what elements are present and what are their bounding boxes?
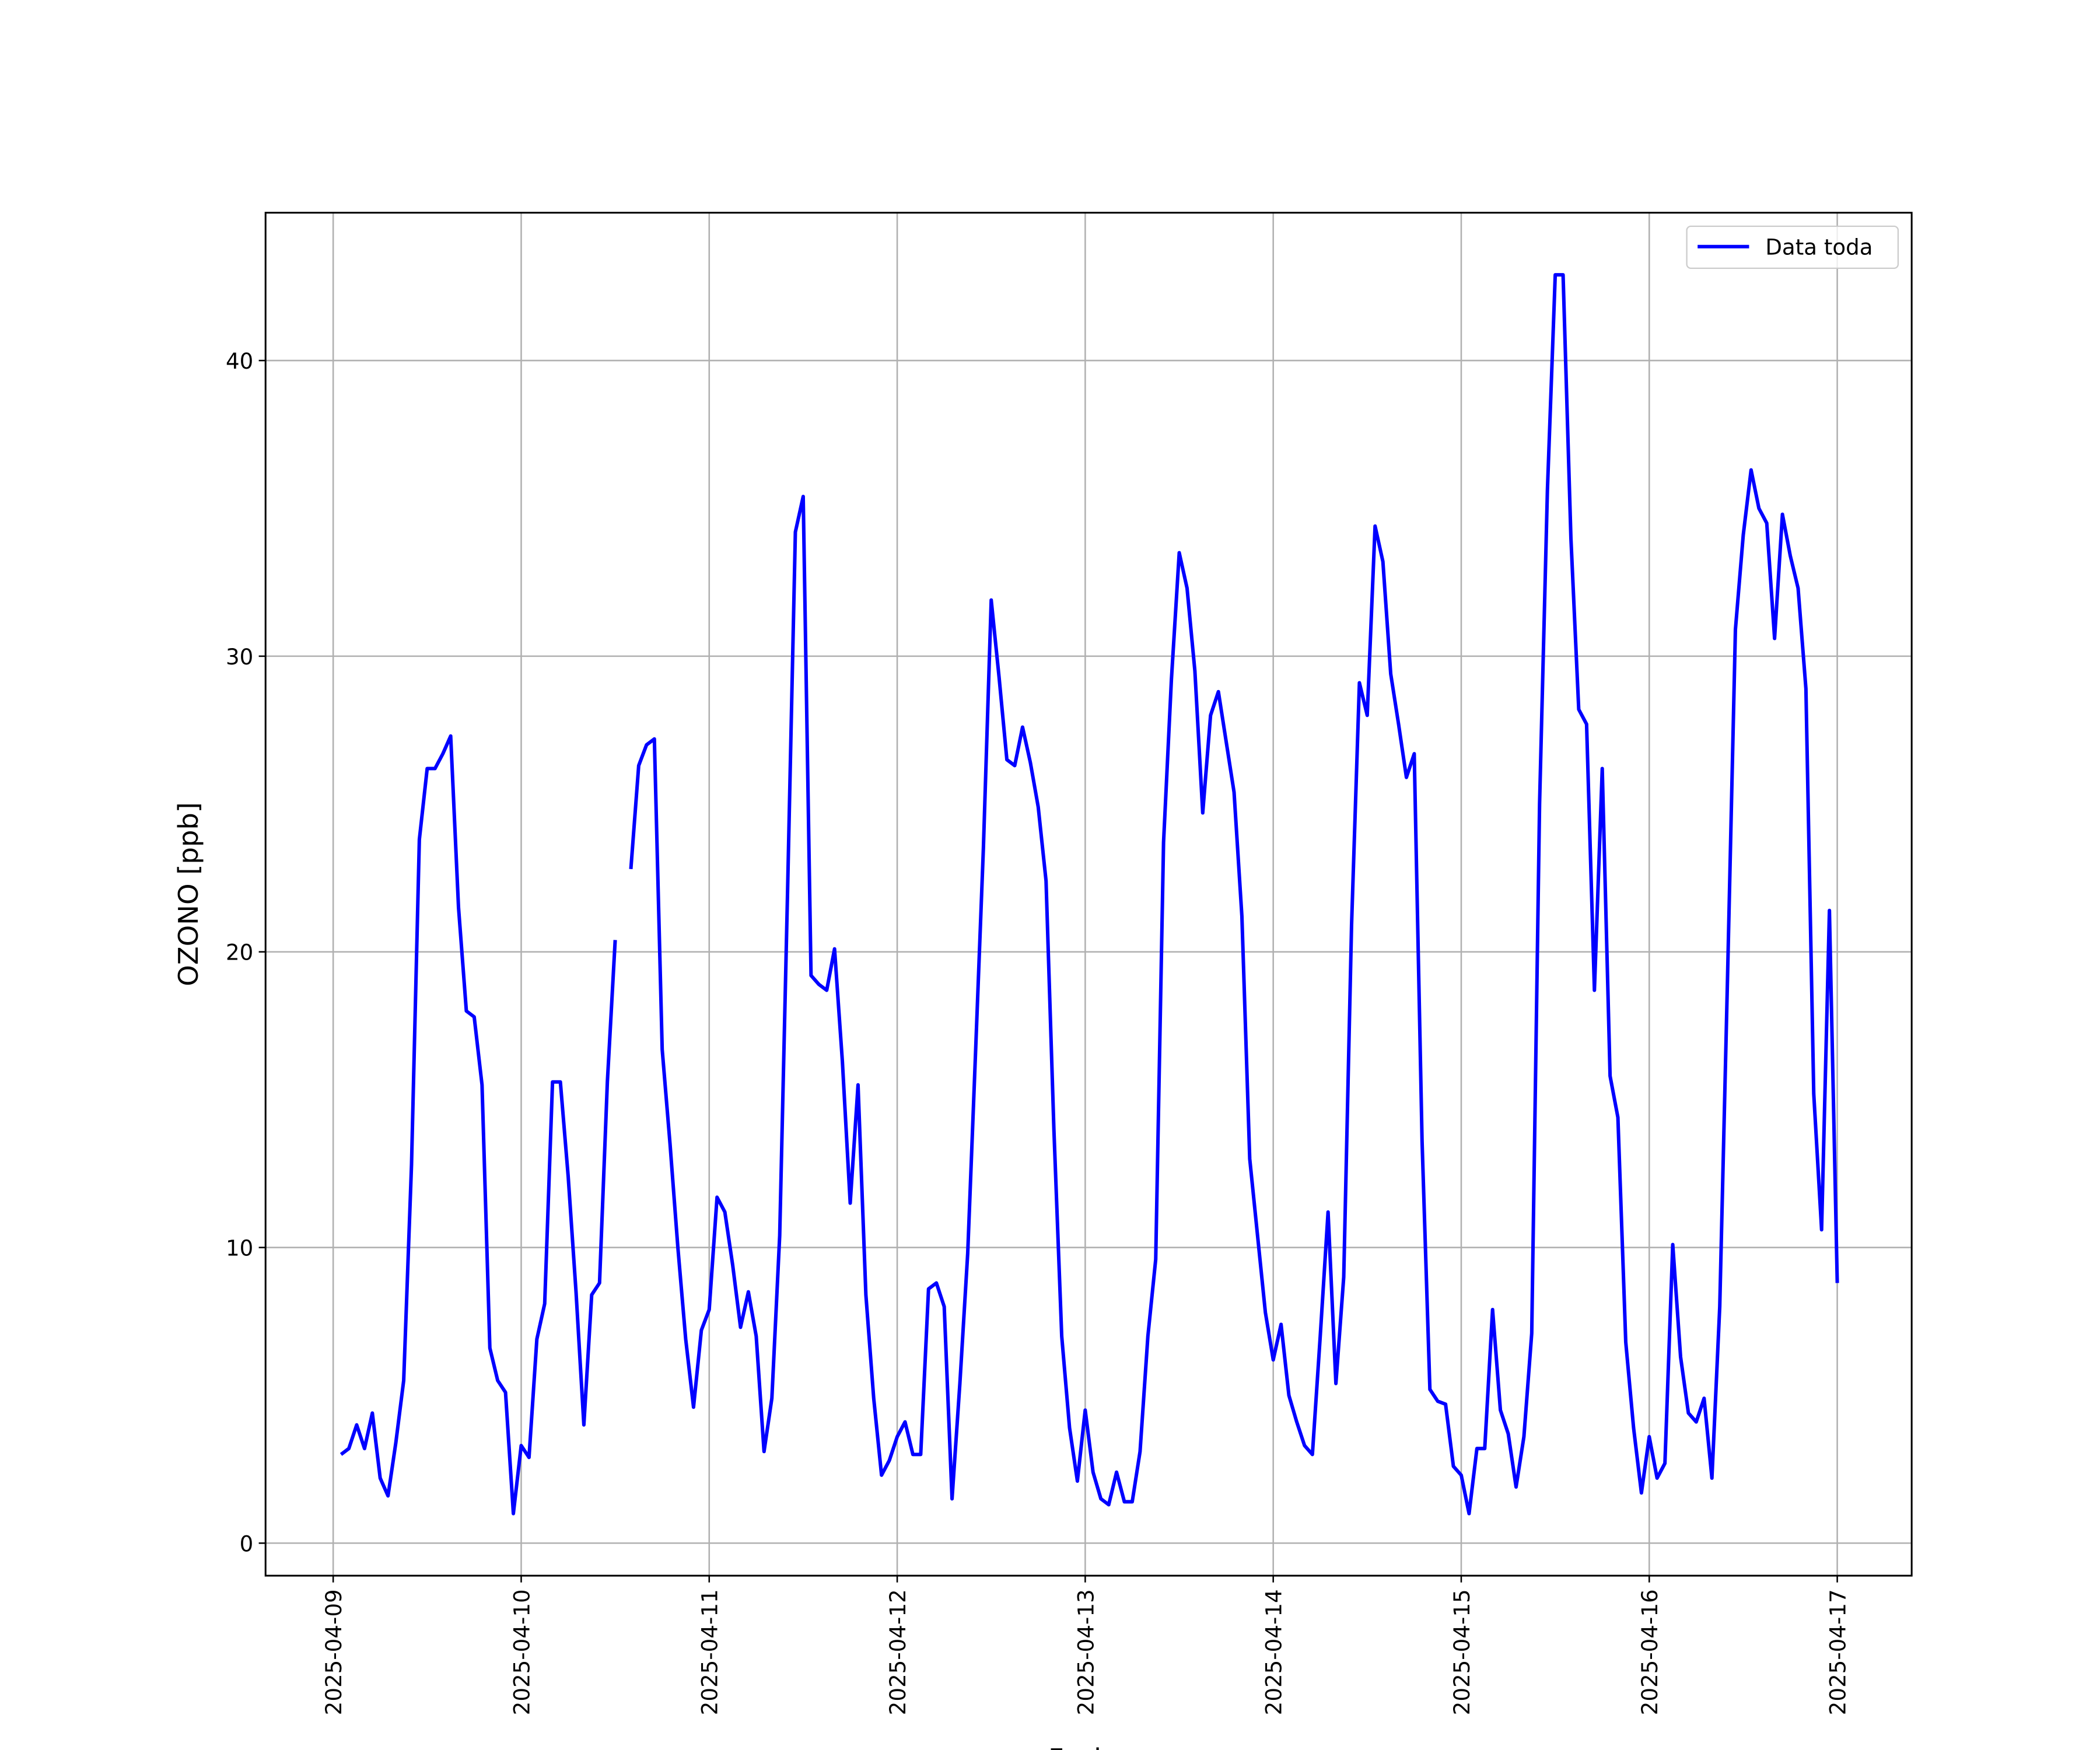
legend: Data toda <box>1686 225 1899 270</box>
x-tick-label: 2025-04-09 <box>321 1589 346 1715</box>
x-tick-label: 2025-04-13 <box>1073 1589 1098 1715</box>
data-line <box>629 273 1839 1516</box>
y-tick-label: 20 <box>226 940 253 965</box>
x-tick-label: 2025-04-10 <box>509 1589 534 1715</box>
axes-frame <box>264 212 1913 1577</box>
data-line <box>340 734 617 1516</box>
x-tick-label: 2025-04-17 <box>1826 1589 1851 1715</box>
y-axis-label: OZONO [ppb] <box>173 802 204 986</box>
plot-area <box>340 273 1839 1516</box>
x-tick-label: 2025-04-14 <box>1262 1589 1287 1715</box>
x-tick-label: 2025-04-12 <box>886 1589 911 1715</box>
y-tick-label: 30 <box>226 645 253 670</box>
x-tick-label: 2025-04-16 <box>1637 1589 1662 1715</box>
legend-label: Data toda <box>1765 235 1873 260</box>
x-axis-label: Fecha <box>1048 1743 1128 1750</box>
legend-box <box>1686 225 1899 270</box>
grid <box>265 212 1912 1576</box>
y-tick-label: 10 <box>226 1236 253 1261</box>
y-tick-label: 0 <box>240 1531 254 1556</box>
x-tick-label: 2025-04-11 <box>698 1589 723 1715</box>
x-tick-label: 2025-04-15 <box>1450 1589 1475 1715</box>
y-tick-label: 40 <box>226 349 253 374</box>
ticks: 0 10 20 30 40 2025-04-09 2025-04-10 2025-04-11 2… <box>226 349 1850 1715</box>
